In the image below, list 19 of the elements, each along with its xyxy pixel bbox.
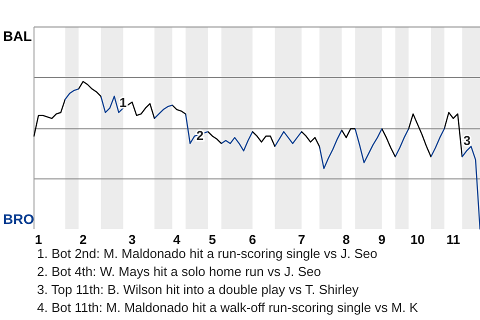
x-tick-label: 1 — [34, 232, 42, 247]
text: BAL — [3, 28, 32, 44]
x-tick-label: 2 — [79, 232, 87, 247]
x-tick-label: 6 — [248, 232, 256, 247]
annotation: BRO — [3, 211, 34, 227]
x-tick-label: 10 — [410, 232, 425, 247]
x-tick-label: 9 — [378, 232, 386, 247]
text: 1. Bot 2nd: M. Maldonado hit a run-scoring single vs J. Seo — [37, 246, 378, 261]
annotation: 3 — [463, 133, 471, 148]
x-tick-label: 4 — [173, 232, 182, 247]
x-tick-label: 8 — [342, 232, 350, 247]
text: 4. Bot 11th: M. Maldonado hit a walk-off run-scoring single vs M. K — [37, 300, 418, 315]
text: 2. Bot 4th: W. Mays hit a solo home run vs J. Seo — [37, 264, 321, 279]
x-tick-label: 11 — [446, 232, 460, 247]
annotation: 1 — [119, 95, 127, 110]
text: 3. Top 11th: B. Wilson hit into a double play vs T. Shirley — [37, 282, 360, 297]
x-tick-label: 7 — [298, 232, 306, 247]
x-tick-label: 3 — [128, 232, 136, 247]
x-tick-label: 5 — [208, 232, 216, 247]
